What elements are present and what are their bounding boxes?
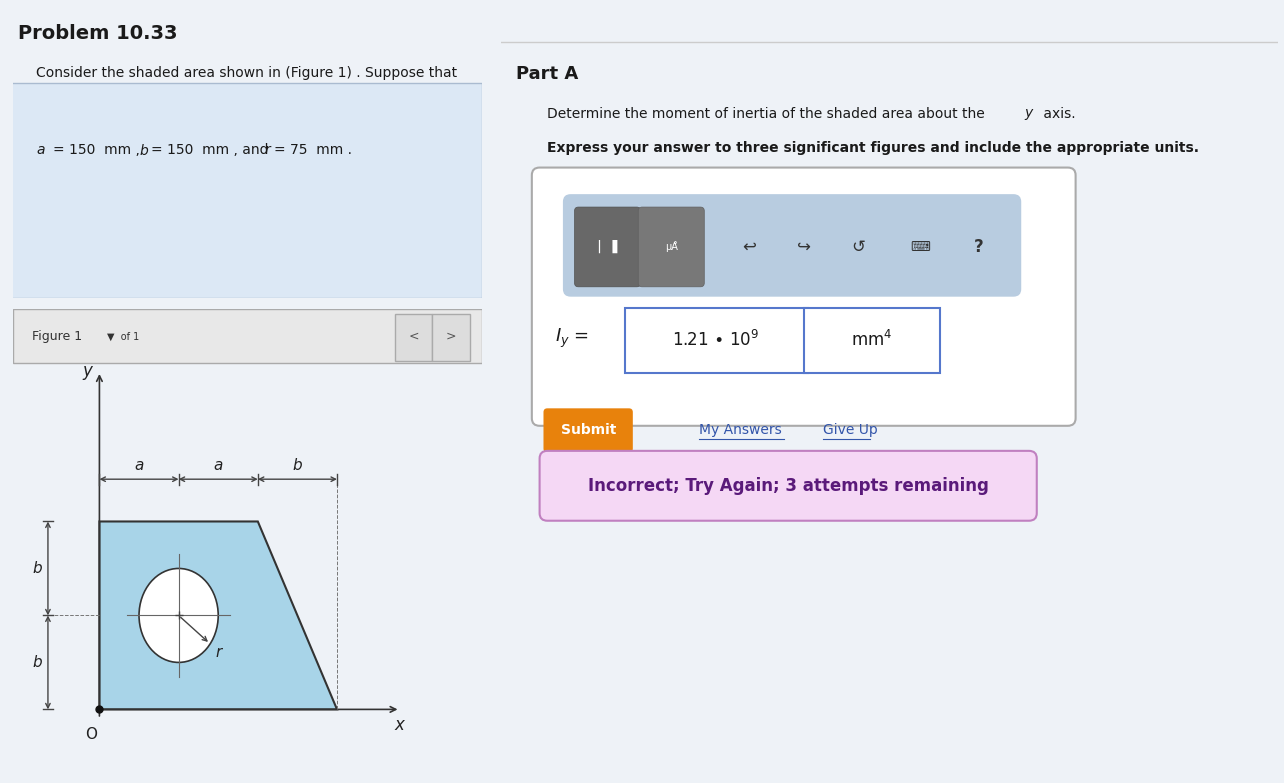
- Text: >: >: [446, 330, 456, 343]
- Text: ↪: ↪: [797, 237, 810, 255]
- Text: axis.: axis.: [1039, 106, 1076, 121]
- FancyBboxPatch shape: [433, 314, 470, 360]
- FancyBboxPatch shape: [804, 308, 940, 373]
- Text: O: O: [85, 727, 98, 742]
- FancyBboxPatch shape: [13, 309, 481, 363]
- Text: $r$: $r$: [263, 143, 272, 157]
- Circle shape: [139, 568, 218, 662]
- Text: Give Up: Give Up: [823, 424, 878, 438]
- Text: ?: ?: [973, 237, 984, 255]
- Text: μÅ: μÅ: [665, 241, 678, 252]
- FancyBboxPatch shape: [394, 314, 433, 360]
- Text: mm$^4$: mm$^4$: [851, 330, 892, 350]
- Text: = 75  mm .: = 75 mm .: [275, 143, 352, 157]
- Text: $b$: $b$: [32, 655, 44, 670]
- Text: Determine the moment of inertia of the shaded area about the: Determine the moment of inertia of the s…: [547, 106, 990, 121]
- FancyBboxPatch shape: [638, 207, 705, 287]
- FancyBboxPatch shape: [543, 408, 633, 453]
- Text: $I_y$ =: $I_y$ =: [555, 327, 589, 350]
- Text: Express your answer to three significant figures and include the appropriate uni: Express your answer to three significant…: [547, 141, 1199, 155]
- Text: $a$: $a$: [134, 458, 144, 473]
- Text: Figure 1: Figure 1: [32, 330, 82, 343]
- FancyBboxPatch shape: [539, 451, 1036, 521]
- FancyBboxPatch shape: [562, 194, 1021, 297]
- Text: Part A: Part A: [516, 65, 579, 83]
- Text: 1.21 $\bullet$ 10$^9$: 1.21 $\bullet$ 10$^9$: [673, 330, 759, 350]
- Text: $y$: $y$: [1023, 106, 1035, 122]
- Text: x: x: [394, 716, 404, 734]
- Text: Consider the shaded area shown in (Figure 1) . Suppose that: Consider the shaded area shown in (Figur…: [36, 67, 457, 81]
- Text: = 150  mm , and: = 150 mm , and: [152, 143, 268, 157]
- Text: ⌨: ⌨: [910, 240, 930, 254]
- Text: ↺: ↺: [851, 237, 865, 255]
- FancyBboxPatch shape: [8, 83, 482, 298]
- Text: Problem 10.33: Problem 10.33: [18, 24, 177, 43]
- Text: ▼  of 1: ▼ of 1: [107, 331, 139, 341]
- Text: ↩: ↩: [742, 237, 756, 255]
- Text: $a$: $a$: [213, 458, 223, 473]
- Text: My Answers: My Answers: [698, 424, 782, 438]
- Text: $b$: $b$: [291, 456, 303, 473]
- Text: Incorrect; Try Again; 3 attempts remaining: Incorrect; Try Again; 3 attempts remaini…: [588, 477, 989, 495]
- Text: $b$: $b$: [32, 561, 44, 576]
- Text: ▏▐: ▏▐: [598, 240, 618, 253]
- Text: $a$: $a$: [36, 143, 46, 157]
- FancyBboxPatch shape: [574, 207, 641, 287]
- Text: y: y: [82, 362, 92, 380]
- Text: $r$: $r$: [214, 645, 223, 660]
- FancyBboxPatch shape: [625, 308, 808, 373]
- Text: Submit: Submit: [561, 424, 616, 438]
- Polygon shape: [99, 521, 336, 709]
- Text: = 150  mm ,: = 150 mm ,: [53, 143, 140, 157]
- Text: <: <: [408, 330, 419, 343]
- FancyBboxPatch shape: [532, 168, 1076, 426]
- Text: $b$: $b$: [140, 143, 149, 157]
